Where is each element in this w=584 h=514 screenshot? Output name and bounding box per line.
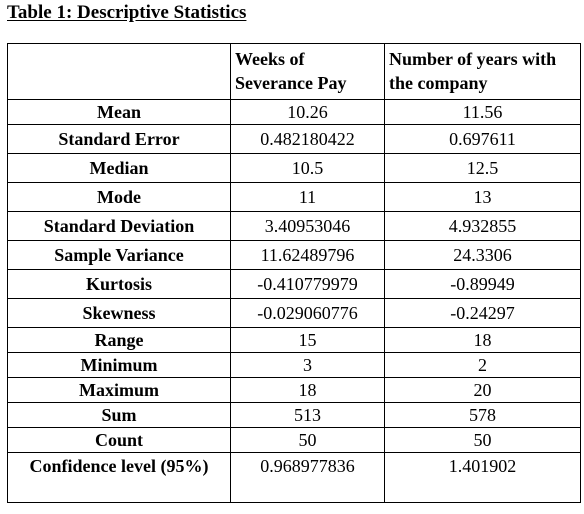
row-value-weeks: 15: [231, 328, 385, 353]
table-row: Range 15 18: [8, 328, 581, 353]
row-value-years: 12.5: [385, 154, 581, 183]
row-label: Mean: [8, 100, 231, 125]
row-value-weeks: 3: [231, 353, 385, 378]
row-label: Standard Error: [8, 125, 231, 154]
table-row: Maximum 18 20: [8, 378, 581, 403]
table-row: Standard Deviation 3.40953046 4.932855: [8, 212, 581, 241]
header-blank-cell: [8, 44, 231, 100]
row-label: Count: [8, 428, 231, 453]
row-value-years: 24.3306: [385, 241, 581, 270]
row-label: Sample Variance: [8, 241, 231, 270]
row-label: Range: [8, 328, 231, 353]
row-value-weeks: 10.5: [231, 154, 385, 183]
row-value-weeks: 10.26: [231, 100, 385, 125]
row-value-years: 1.401902: [385, 453, 581, 503]
row-value-years: 11.56: [385, 100, 581, 125]
row-label: Kurtosis: [8, 270, 231, 299]
header-weeks-of-severance-pay: Weeks of Severance Pay: [231, 44, 385, 100]
table-row: Confidence level (95%) 0.968977836 1.401…: [8, 453, 581, 503]
row-value-weeks: 11.62489796: [231, 241, 385, 270]
row-label: Skewness: [8, 299, 231, 328]
row-value-years: 2: [385, 353, 581, 378]
row-value-weeks: 3.40953046: [231, 212, 385, 241]
row-value-years: -0.89949: [385, 270, 581, 299]
row-label: Median: [8, 154, 231, 183]
table-row: Sample Variance 11.62489796 24.3306: [8, 241, 581, 270]
row-value-weeks: 0.482180422: [231, 125, 385, 154]
row-value-years: -0.24297: [385, 299, 581, 328]
table-row: Mode 11 13: [8, 183, 581, 212]
table-row: Skewness -0.029060776 -0.24297: [8, 299, 581, 328]
header-row: Weeks of Severance Pay Number of years w…: [8, 44, 581, 100]
row-value-weeks: 50: [231, 428, 385, 453]
row-label: Sum: [8, 403, 231, 428]
row-value-years: 578: [385, 403, 581, 428]
table-row: Median 10.5 12.5: [8, 154, 581, 183]
table-row: Sum 513 578: [8, 403, 581, 428]
table-row: Mean 10.26 11.56: [8, 100, 581, 125]
row-value-years: 13: [385, 183, 581, 212]
row-label: Minimum: [8, 353, 231, 378]
table-row: Count 50 50: [8, 428, 581, 453]
row-label: Standard Deviation: [8, 212, 231, 241]
row-value-weeks: -0.029060776: [231, 299, 385, 328]
row-value-weeks: -0.410779979: [231, 270, 385, 299]
descriptive-statistics-table: Weeks of Severance Pay Number of years w…: [7, 43, 581, 503]
table-title: Table 1: Descriptive Statistics: [7, 2, 246, 24]
row-label: Maximum: [8, 378, 231, 403]
row-value-years: 4.932855: [385, 212, 581, 241]
row-value-weeks: 513: [231, 403, 385, 428]
row-label: Confidence level (95%): [8, 453, 231, 503]
row-value-weeks: 11: [231, 183, 385, 212]
row-value-years: 18: [385, 328, 581, 353]
row-value-years: 0.697611: [385, 125, 581, 154]
row-value-years: 20: [385, 378, 581, 403]
row-value-weeks: 0.968977836: [231, 453, 385, 503]
header-years-with-company: Number of years with the company: [385, 44, 581, 100]
row-label: Mode: [8, 183, 231, 212]
table-row: Minimum 3 2: [8, 353, 581, 378]
row-value-weeks: 18: [231, 378, 385, 403]
table-row: Kurtosis -0.410779979 -0.89949: [8, 270, 581, 299]
row-value-years: 50: [385, 428, 581, 453]
table-row: Standard Error 0.482180422 0.697611: [8, 125, 581, 154]
